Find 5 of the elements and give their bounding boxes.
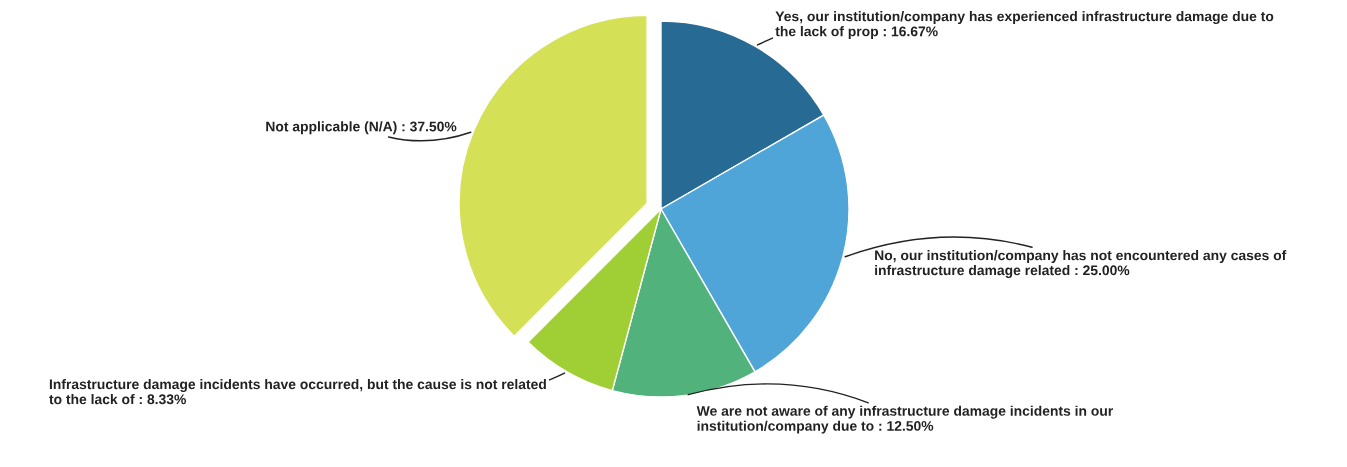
slice-label: Yes, our institution/company has experienced infrastructure damage due to the lack of prop : 16.67% <box>775 11 1274 40</box>
slice-label: Not applicable (N/A) : 37.50% <box>266 121 457 135</box>
slice-label: We are not aware of any infrastructure damage incidents in our institution/company due to : 12.50% <box>696 405 1113 434</box>
slice-label: No, our institution/company has not encountered any cases of infrastructure damage related : 25.00% <box>875 250 1287 279</box>
slice-label: Infrastructure damage incidents have occurred, but the cause is not related to the lack of : 8.33% <box>49 378 546 405</box>
